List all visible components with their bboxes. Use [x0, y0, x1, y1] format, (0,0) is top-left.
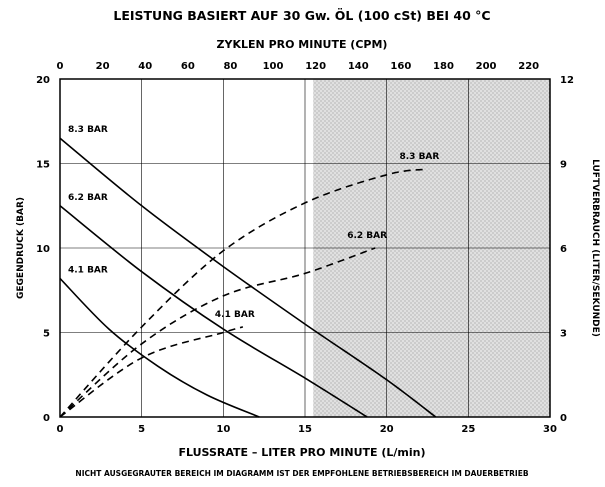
- plot-frame: [59, 78, 551, 418]
- y-right-tick-label-4: 12: [560, 75, 574, 86]
- top-tick-label-7: 140: [348, 61, 369, 72]
- top-tick-label-1: 20: [96, 61, 110, 72]
- air-curve-label-83: 8.3 BAR: [400, 152, 440, 162]
- top-tick-label-4: 80: [223, 61, 237, 72]
- y-right-tick-label-1: 3: [560, 329, 567, 340]
- top-tick-label-2: 40: [138, 61, 152, 72]
- top-axis-title: ZYKLEN PRO MINUTE (CPM): [217, 38, 388, 51]
- pressure-curve-label-41: 4.1 BAR: [68, 265, 108, 275]
- y-left-tick-label-1: 5: [43, 329, 50, 340]
- air-curve-83: [59, 168, 428, 418]
- y-right-tick-label-0: 0: [560, 413, 567, 424]
- air-curve-label-41: 4.1 BAR: [215, 310, 255, 320]
- y-right-tick-label-3: 9: [560, 160, 567, 171]
- x-tick-label-1: 5: [138, 424, 145, 435]
- curve-labels: 8.3 BAR 6.2 BAR 4.1 BAR 8.3 BAR 6.2 BAR 4.1 B…: [68, 125, 439, 320]
- top-tick-label-6: 120: [305, 61, 326, 72]
- pressure-curve-62: [59, 205, 368, 418]
- pressure-curve-label-83: 8.3 BAR: [68, 125, 108, 135]
- footnote: NICHT AUSGEGRAUTER BEREICH IM DIAGRAMM I…: [75, 469, 528, 478]
- y-left-tick-label-0: 0: [43, 413, 50, 424]
- y-left-tick-label-2: 10: [36, 244, 50, 255]
- grid: [60, 79, 550, 417]
- y-right-tick-label-2: 6: [560, 244, 567, 255]
- air-curve-62: [59, 247, 376, 418]
- x-tick-label-6: 30: [543, 424, 557, 435]
- x-tick-label-4: 20: [380, 424, 394, 435]
- y-axis-left-title: GEGENDRUCK (BAR): [16, 197, 26, 299]
- chart-title: LEISTUNG BASIERT AUF 30 Gw. ÖL (100 cSt)…: [113, 8, 490, 23]
- series-layer: [59, 137, 437, 418]
- top-tick-label-8: 160: [390, 61, 411, 72]
- top-tick-label-9: 180: [433, 61, 454, 72]
- top-tick-label-3: 60: [181, 61, 195, 72]
- pressure-curve-label-62: 6.2 BAR: [68, 193, 108, 203]
- pressure-curve-83: [59, 137, 437, 418]
- y-left-tick-label-4: 20: [36, 75, 50, 86]
- x-axis-title: FLUSSRATE – LITER PRO MINUTE (L/min): [178, 446, 425, 459]
- air-curve-41: [59, 326, 244, 418]
- y-left-tick-label-3: 15: [36, 160, 50, 171]
- air-curve-label-62: 6.2 BAR: [347, 231, 387, 241]
- y-axis-right-title: LUFTVERBRAUCH (LITER/SEKUNDE): [590, 159, 600, 337]
- x-tick-label-3: 15: [298, 424, 312, 435]
- x-tick-label-0: 0: [57, 424, 64, 435]
- x-tick-label-2: 10: [216, 424, 230, 435]
- pressure-curve-41: [59, 277, 260, 418]
- top-tick-label-10: 200: [476, 61, 497, 72]
- top-tick-label-0: 0: [57, 61, 64, 72]
- top-tick-label-11: 220: [518, 61, 539, 72]
- top-tick-label-5: 100: [263, 61, 284, 72]
- x-tick-label-5: 25: [461, 424, 475, 435]
